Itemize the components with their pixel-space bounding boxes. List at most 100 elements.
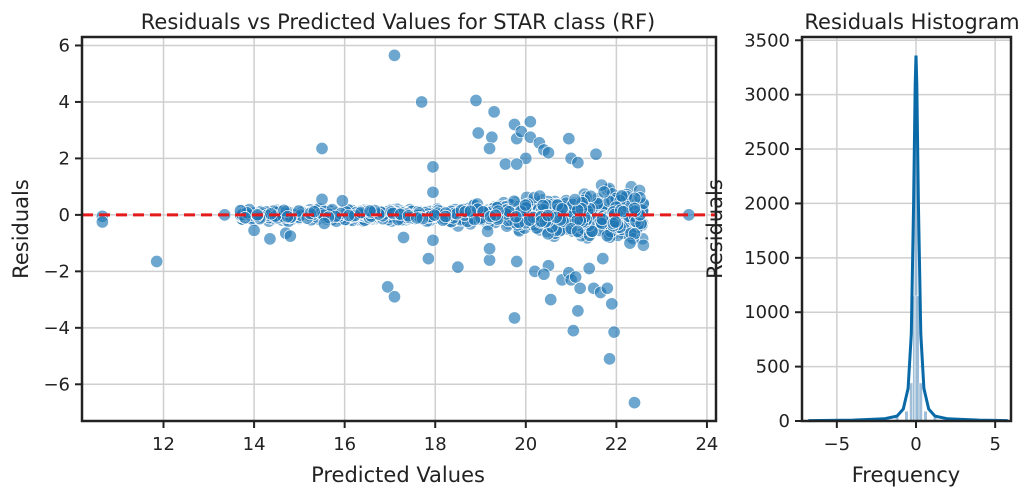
scatter-point <box>283 229 297 243</box>
scatter-point <box>507 311 522 325</box>
scatter-point <box>315 141 329 156</box>
histogram-chart: Residuals Histogram −5 0 5 0 500 1000 1500 2000… <box>703 10 1020 487</box>
histogram-x-tick-label: 5 <box>989 434 1000 455</box>
scatter-x-tick-label: 22 <box>605 434 628 455</box>
scatter-point <box>509 210 523 224</box>
scatter-point <box>603 352 617 366</box>
scatter-point <box>623 236 637 250</box>
scatter-point <box>485 130 499 144</box>
scatter-point <box>523 115 537 129</box>
scatter-y-axis-label: Residuals <box>9 179 33 279</box>
scatter-point <box>247 223 261 237</box>
scatter-point <box>317 216 331 230</box>
scatter-point <box>381 280 395 294</box>
scatter-point <box>571 304 585 318</box>
scatter-point <box>483 141 497 156</box>
scatter-point <box>483 242 497 256</box>
scatter-point <box>471 126 485 140</box>
scatter-point <box>585 224 599 238</box>
histogram-y-tick-label: 0 <box>779 411 790 432</box>
histogram-x-tick-label: −5 <box>824 434 851 455</box>
scatter-x-axis-label: Predicted Values <box>311 463 485 487</box>
scatter-point <box>263 232 277 246</box>
histogram-bar <box>923 410 928 422</box>
scatter-point <box>582 261 596 276</box>
scatter-point <box>615 189 629 203</box>
scatter-point <box>315 192 329 206</box>
histogram-x-tick-label: 0 <box>910 434 921 455</box>
scatter-point <box>498 157 512 171</box>
scatter-point <box>573 281 587 295</box>
histogram-frame <box>800 35 1013 423</box>
scatter-y-tick-label: 6 <box>59 35 70 56</box>
scatter-x-tick-label: 20 <box>514 434 537 455</box>
scatter-point <box>518 198 533 212</box>
scatter-point <box>510 157 524 171</box>
scatter-point <box>568 193 582 207</box>
scatter-frame <box>80 35 718 423</box>
scatter-point <box>451 260 465 274</box>
scatter-point <box>415 95 429 109</box>
scatter-x-tick-label: 18 <box>424 434 447 455</box>
histogram-x-axis-label: Frequency <box>852 463 961 487</box>
scatter-x-tick-label: 16 <box>333 434 356 455</box>
scatter-y-tick-label: 2 <box>59 148 70 169</box>
scatter-point <box>469 93 483 108</box>
histogram-bar <box>904 410 909 422</box>
scatter-point <box>609 215 623 229</box>
scatter-point <box>627 396 642 410</box>
scatter-x-tick-label: 12 <box>152 434 175 455</box>
scatter-point <box>537 267 551 281</box>
histogram-y-tick-label: 1000 <box>744 302 790 323</box>
scatter-point <box>95 215 109 229</box>
scatter-point <box>426 233 440 247</box>
scatter-point <box>541 146 555 160</box>
scatter-y-tick-label: 0 <box>59 205 70 226</box>
histogram-y-axis-label: Residuals <box>703 179 727 279</box>
histogram-y-tick-label: 3000 <box>744 85 790 106</box>
scatter-point <box>566 324 580 338</box>
scatter-point <box>589 147 603 161</box>
histogram-bar <box>918 382 923 422</box>
scatter-point <box>510 254 524 269</box>
histogram-ticks: −5 0 5 0 500 1000 1500 2000 2500 3000 3500 <box>744 30 1001 455</box>
scatter-point <box>481 224 495 238</box>
scatter-points <box>95 48 696 410</box>
scatter-point <box>426 160 440 174</box>
scatter-x-tick-label: 14 <box>243 434 266 455</box>
scatter-point <box>600 281 614 295</box>
scatter-point <box>426 185 440 199</box>
scatter-point <box>627 201 642 215</box>
histogram-y-tick-label: 500 <box>756 357 790 378</box>
scatter-y-tick-label: 4 <box>59 92 70 113</box>
histogram-bars <box>806 72 998 422</box>
histogram-title: Residuals Histogram <box>804 10 1019 34</box>
histogram-y-tick-label: 1500 <box>744 248 790 269</box>
scatter-point <box>571 224 585 238</box>
histogram-y-tick-label: 2000 <box>744 193 790 214</box>
scatter-point <box>439 209 453 223</box>
scatter-point <box>571 156 585 170</box>
scatter-point <box>600 229 614 243</box>
scatter-chart: Residuals vs Predicted Values for STAR c… <box>9 10 718 487</box>
scatter-point <box>569 270 583 284</box>
histogram-grid <box>802 37 1011 422</box>
scatter-y-tick-label: −2 <box>43 261 70 282</box>
scatter-point <box>421 252 435 266</box>
histogram-kde-curve <box>808 55 1008 423</box>
scatter-point <box>281 210 295 224</box>
scatter-point <box>238 211 252 225</box>
scatter-title: Residuals vs Predicted Values for STAR c… <box>141 10 655 34</box>
scatter-point <box>597 185 611 199</box>
scatter-y-tick-label: −6 <box>43 374 70 395</box>
scatter-point <box>596 252 610 266</box>
scatter-point <box>387 290 402 304</box>
scatter-point <box>562 132 576 146</box>
histogram-y-tick-label: 3500 <box>744 30 790 51</box>
scatter-point <box>605 297 619 311</box>
scatter-point <box>387 48 402 62</box>
scatter-point <box>483 253 497 267</box>
scatter-point <box>544 293 558 307</box>
